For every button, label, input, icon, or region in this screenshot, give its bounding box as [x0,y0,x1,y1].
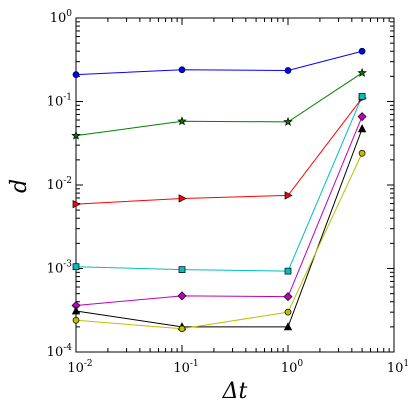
data-point-circle [72,71,80,78]
x-tick-label: 10-2 [67,359,92,376]
y-tick-label: 10-2 [47,176,72,193]
data-point-triangle-right [72,199,81,209]
data-point-square [358,93,366,100]
data-point-star [357,67,367,77]
y-tick-label: 100 [50,9,73,26]
axis-ticks [75,17,395,353]
y-axis-label: d [7,179,32,193]
x-tick-label: 10-1 [173,359,198,376]
data-point-diamond [177,291,187,301]
data-point-star [71,130,81,140]
x-axis-label: Δt [222,379,248,404]
series-line [75,50,363,76]
y-tick-label: 10-3 [47,260,73,277]
series-markers [71,47,367,333]
data-point-triangle-up [357,124,367,133]
data-point-circle [72,316,80,324]
data-point-star [283,116,293,126]
data-point-triangle-right [178,194,187,203]
data-point-square [72,263,80,271]
data-point-circle [178,325,186,333]
x-tick-label: 101 [387,359,409,376]
data-point-square [284,267,292,275]
data-point-diamond [357,112,367,122]
y-tick-label: 10-4 [47,343,73,360]
x-tick-label: 100 [281,359,304,376]
axis-tick-labels: 10-2 10-1 100 101 10-4 10-3 10-2 10-1 100 [47,9,409,376]
series-line [75,153,363,330]
data-point-diamond [283,292,293,302]
series-line [75,72,363,137]
data-point-circle [284,308,292,316]
series-lines [75,50,363,330]
series-line [75,96,363,272]
y-tick-label: 10-1 [47,93,72,110]
plot-frame [75,17,395,353]
series-line [75,116,363,307]
data-point-circle [358,149,366,157]
data-point-circle [284,67,292,74]
data-point-circle [178,66,186,74]
series-line [75,128,363,328]
data-point-star [177,116,187,126]
data-point-circle [358,47,366,55]
data-point-square [178,266,186,273]
data-point-triangle-up [283,322,293,331]
data-point-triangle-right [284,191,293,200]
data-point-triangle-up [71,306,81,315]
series-line [75,97,363,205]
